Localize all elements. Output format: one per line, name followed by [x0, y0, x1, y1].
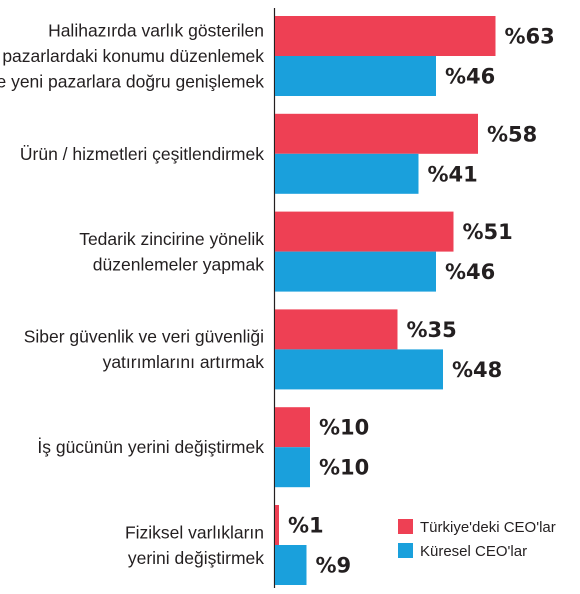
category-label-1-line-2: pazarlardaki konumu düzenlemek — [2, 46, 264, 66]
value-label-turkiye-3: %51 — [463, 220, 513, 244]
category-label-2-line-1: Ürün / hizmetleri çeşitlendirmek — [20, 144, 264, 164]
bar-turkiye-4 — [275, 309, 398, 350]
legend: Türkiye'deki CEO'lar Küresel CEO'lar — [398, 519, 556, 560]
value-label-turkiye-5: %10 — [319, 416, 369, 440]
bars-group — [275, 16, 496, 585]
category-label-3-line-2: düzenlemeler yapmak — [93, 254, 264, 274]
legend-swatch-turkiye — [398, 519, 413, 534]
bar-turkiye-5 — [275, 407, 310, 448]
legend-label-kuresel: Küresel CEO'lar — [420, 543, 527, 560]
bar-turkiye-6 — [275, 505, 279, 545]
legend-label-turkiye: Türkiye'deki CEO'lar — [420, 519, 556, 536]
category-label-6-line-1: Fiziksel varlıkların — [125, 522, 264, 542]
bar-kuresel-4 — [275, 349, 443, 390]
category-label-1-line-3: ve yeni pazarlara doğru genişlemek — [0, 72, 264, 92]
category-label-6-line-2: yerini değiştirmek — [128, 548, 264, 568]
value-label-kuresel-6: %9 — [316, 554, 352, 578]
legend-swatch-kuresel — [398, 543, 413, 558]
category-label-3-line-1: Tedarik zincirine yönelik — [79, 229, 264, 249]
value-label-kuresel-2: %41 — [428, 162, 478, 186]
category-label-5-line-1: İş gücünün yerini değiştirmek — [37, 437, 264, 457]
bar-kuresel-5 — [275, 447, 310, 488]
category-labels-group: Halihazırda varlık gösterilen pazarlardak… — [0, 21, 264, 568]
value-label-kuresel-5: %10 — [319, 456, 369, 480]
bar-kuresel-6 — [275, 545, 307, 585]
value-label-kuresel-4: %48 — [452, 358, 502, 382]
bar-kuresel-3 — [275, 251, 436, 292]
bar-turkiye-2 — [275, 113, 478, 154]
bar-kuresel-2 — [275, 153, 419, 194]
value-label-turkiye-1: %63 — [505, 25, 555, 49]
value-label-turkiye-6: %1 — [288, 514, 324, 538]
bar-turkiye-1 — [275, 16, 496, 56]
value-labels-group: %63 %46 %58 %41 %51 %46 %35 %48 %10 %10 %1 %9 — [288, 25, 555, 578]
bar-turkiye-3 — [275, 211, 454, 252]
value-label-turkiye-4: %35 — [407, 318, 457, 342]
value-label-kuresel-3: %46 — [445, 260, 495, 284]
category-label-1-line-1: Halihazırda varlık gösterilen — [48, 21, 264, 41]
value-label-turkiye-2: %58 — [487, 122, 537, 146]
category-label-4-line-1: Siber güvenlik ve veri güvenliği — [24, 327, 264, 347]
category-label-4-line-2: yatırımlarını artırmak — [103, 352, 265, 372]
value-label-kuresel-1: %46 — [445, 65, 495, 89]
bar-kuresel-1 — [275, 56, 436, 96]
